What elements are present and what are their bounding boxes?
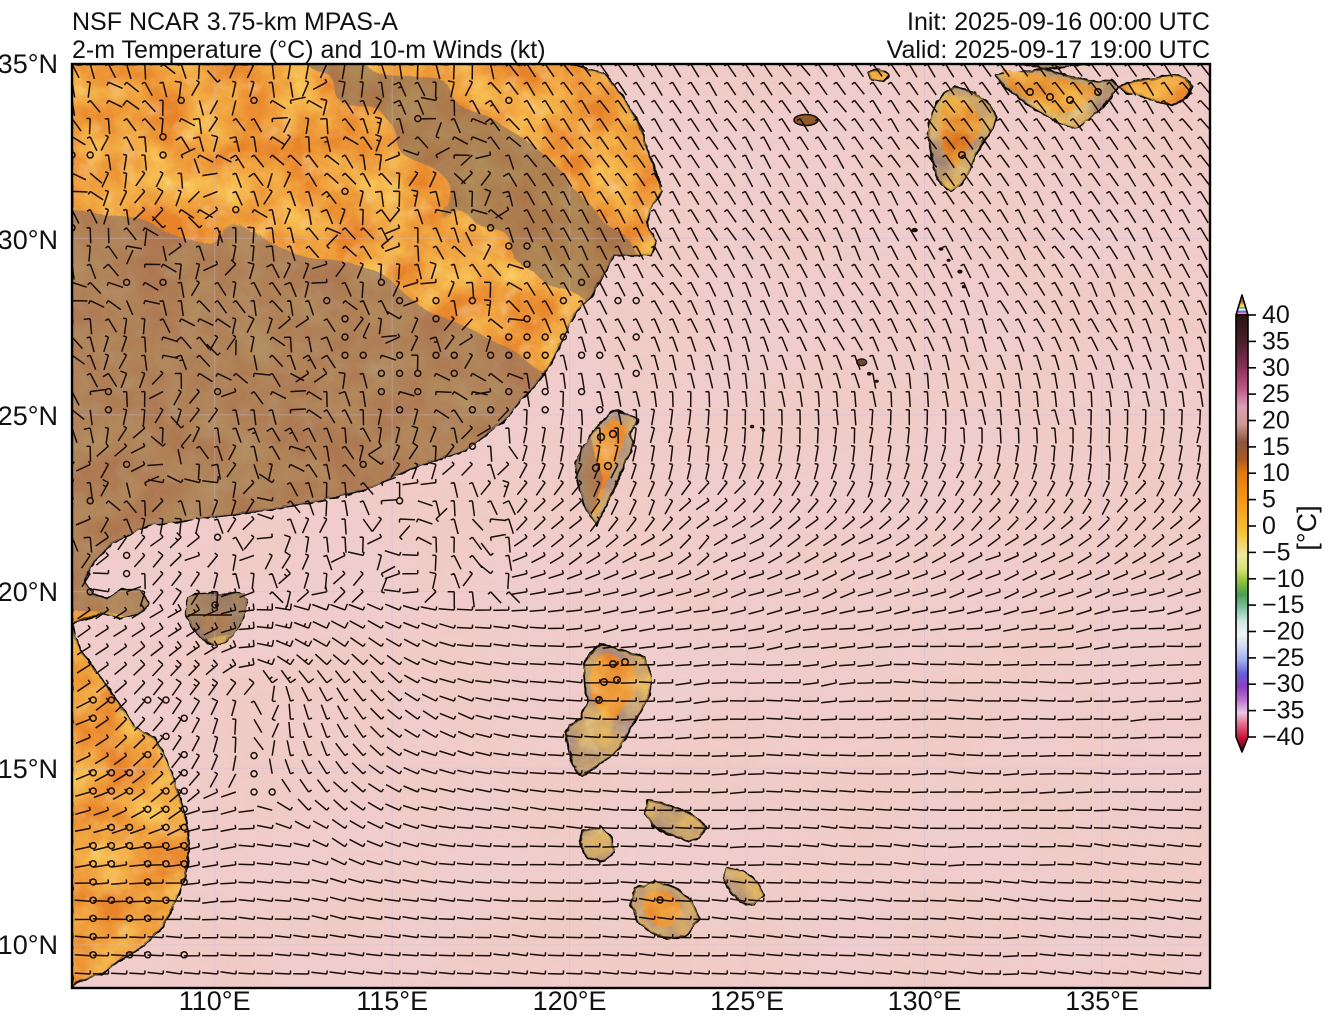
- svg-text:−25: −25: [1262, 644, 1304, 672]
- svg-text:135°E: 135°E: [1065, 986, 1139, 1016]
- svg-text:115°E: 115°E: [356, 986, 428, 1016]
- svg-text:10: 10: [1262, 459, 1290, 487]
- svg-text:40: 40: [1262, 301, 1290, 329]
- svg-text:15°N: 15°N: [0, 754, 58, 784]
- svg-text:20°N: 20°N: [0, 577, 58, 607]
- svg-text:−30: −30: [1262, 670, 1304, 698]
- svg-text:10°N: 10°N: [0, 930, 58, 960]
- svg-text:0: 0: [1262, 512, 1276, 540]
- svg-text:35°N: 35°N: [0, 49, 58, 79]
- svg-text:−10: −10: [1262, 565, 1304, 593]
- svg-text:NSF NCAR 3.75-km MPAS-A: NSF NCAR 3.75-km MPAS-A: [72, 8, 398, 36]
- svg-text:30: 30: [1262, 354, 1290, 382]
- svg-text:Valid: 2025-09-17 19:00 UTC: Valid: 2025-09-17 19:00 UTC: [887, 36, 1210, 64]
- svg-text:2-m Temperature (°C) and 10-m: 2-m Temperature (°C) and 10-m Winds (kt): [72, 36, 546, 64]
- svg-text:Init: 2025-09-16 00:00 UTC: Init: 2025-09-16 00:00 UTC: [907, 8, 1210, 36]
- svg-text:20: 20: [1262, 407, 1290, 435]
- svg-text:−40: −40: [1262, 723, 1304, 751]
- svg-text:30°N: 30°N: [0, 225, 58, 255]
- svg-text:−15: −15: [1262, 591, 1304, 619]
- svg-text:−5: −5: [1262, 538, 1291, 566]
- svg-text:25: 25: [1262, 380, 1290, 408]
- svg-text:15: 15: [1262, 433, 1290, 461]
- svg-text:125°E: 125°E: [710, 986, 784, 1016]
- svg-text:[°C]: [°C]: [1292, 505, 1322, 550]
- svg-text:25°N: 25°N: [0, 401, 58, 431]
- svg-text:130°E: 130°E: [888, 986, 962, 1016]
- svg-text:5: 5: [1262, 486, 1276, 514]
- svg-text:35: 35: [1262, 327, 1290, 355]
- svg-text:−35: −35: [1262, 697, 1304, 725]
- svg-text:110°E: 110°E: [179, 986, 251, 1016]
- svg-text:120°E: 120°E: [533, 986, 607, 1016]
- svg-text:−20: −20: [1262, 618, 1304, 646]
